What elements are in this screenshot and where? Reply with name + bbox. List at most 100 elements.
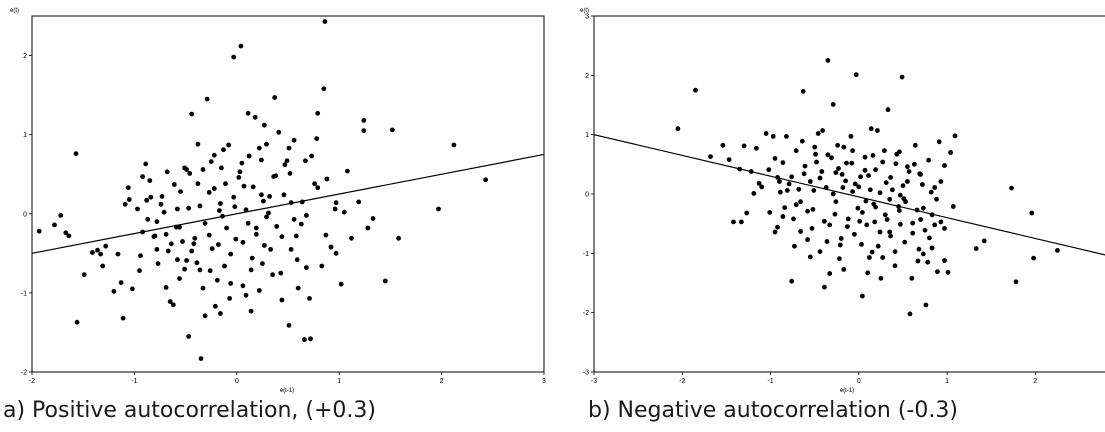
data-point (942, 163, 947, 168)
data-point (973, 246, 979, 252)
data-point (266, 210, 271, 216)
data-point (915, 258, 921, 264)
data-point (759, 184, 765, 190)
data-point (212, 303, 218, 309)
data-point (323, 232, 329, 238)
data-point (218, 201, 223, 206)
data-point (168, 241, 174, 247)
data-point (925, 259, 931, 265)
y-axis-label-b: e(t) (580, 8, 589, 14)
data-point (361, 118, 367, 123)
data-point (748, 169, 754, 174)
data-point (792, 243, 797, 249)
data-point (189, 111, 195, 117)
data-point (888, 175, 893, 180)
data-point (883, 180, 889, 186)
y-tick-label: 0 (585, 192, 589, 199)
data-point (922, 227, 928, 233)
data-point (240, 283, 246, 289)
data-point (936, 139, 942, 145)
data-point (103, 243, 109, 249)
data-point (892, 263, 898, 269)
data-point (870, 153, 876, 158)
data-point (147, 178, 153, 184)
data-point (867, 255, 872, 260)
data-point (256, 288, 262, 293)
data-point (227, 296, 233, 301)
data-point (261, 198, 266, 204)
data-point (338, 281, 344, 287)
data-point (902, 239, 908, 245)
data-point (74, 319, 80, 325)
data-point (802, 163, 808, 169)
data-point (862, 154, 868, 160)
data-point (882, 148, 887, 154)
data-point (295, 285, 301, 291)
data-point (793, 202, 799, 208)
data-point (250, 184, 256, 190)
data-point (845, 216, 851, 222)
data-point (731, 219, 736, 225)
x-tick-label: -1 (131, 378, 137, 385)
data-point (907, 311, 913, 317)
caption-positive-autocorrelation: a) Positive autocorrelation, (+0.3) (3, 398, 376, 423)
data-point (294, 257, 300, 263)
x-tick-label: -3 (591, 378, 597, 385)
data-point (126, 197, 132, 202)
data-point (841, 144, 847, 150)
data-point (238, 43, 244, 49)
data-point (873, 204, 878, 210)
data-point (820, 128, 825, 133)
data-point (191, 241, 197, 247)
data-point (286, 322, 292, 328)
data-point (248, 308, 254, 314)
data-point (233, 236, 239, 242)
data-point (885, 107, 891, 113)
x-tick-label: -1 (767, 378, 773, 385)
data-point (279, 234, 285, 240)
data-point (929, 245, 935, 251)
x-tick-label: -2 (679, 378, 685, 385)
data-point (852, 231, 857, 237)
data-point (81, 272, 87, 278)
data-point (814, 159, 819, 165)
data-point (810, 207, 816, 212)
data-point (291, 137, 297, 143)
data-point (860, 210, 865, 215)
data-point (270, 272, 275, 278)
data-point (66, 233, 72, 239)
data-point (180, 239, 185, 244)
data-point (948, 150, 953, 155)
data-point (178, 189, 183, 195)
data-point (763, 131, 769, 136)
data-point (272, 95, 278, 100)
data-point (929, 212, 935, 218)
data-point (805, 237, 810, 243)
data-point (308, 336, 313, 342)
panel-b: e(t) e(t-1) -3 -2 -1 0 1 2 -3 -2 -1 0 1 2 3 (580, 8, 1105, 394)
data-point (276, 129, 282, 135)
data-point (807, 179, 813, 184)
data-point (216, 242, 221, 248)
panel-a: e(t) e(t-1) -2 -1 0 1 2 3 -2 -1 0 1 2 (10, 8, 546, 394)
y-tick-label: 1 (23, 132, 27, 139)
data-point (782, 205, 788, 211)
data-point (880, 159, 886, 165)
data-point (324, 176, 330, 182)
data-point (245, 220, 251, 226)
data-point (800, 89, 806, 94)
data-point (912, 161, 917, 167)
data-point (775, 175, 780, 180)
data-point (321, 86, 327, 92)
data-point (864, 222, 870, 228)
data-point (780, 214, 786, 219)
data-point (222, 263, 227, 269)
data-point (170, 302, 176, 308)
data-point (219, 165, 224, 171)
data-point (356, 199, 362, 205)
data-point (855, 205, 861, 211)
caption-negative-autocorrelation: b) Negative autocorrelation (-0.3) (588, 398, 958, 423)
data-point (271, 174, 277, 180)
data-point (239, 160, 245, 166)
data-point (877, 229, 883, 235)
